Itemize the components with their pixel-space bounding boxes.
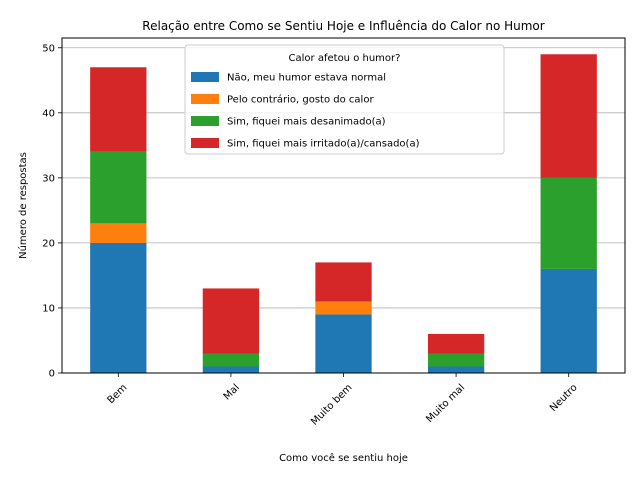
y-tick-label-1: 10 bbox=[42, 303, 55, 314]
y-tick-label-2: 20 bbox=[42, 238, 55, 249]
bar-4-series-2 bbox=[540, 177, 597, 269]
bar-4-series-0 bbox=[540, 268, 597, 373]
y-axis: 0 10 20 30 40 50 bbox=[42, 43, 62, 380]
legend-label-0: Não, meu humor estava normal bbox=[227, 73, 386, 84]
y-tick-label-5: 50 bbox=[42, 43, 55, 54]
bar-3-series-0 bbox=[427, 366, 485, 373]
bar-0-series-2 bbox=[90, 151, 147, 224]
chart-title: Relação entre Como se Sentiu Hoje e Infl… bbox=[142, 19, 544, 33]
y-tick-label-4: 40 bbox=[42, 108, 55, 119]
bar-3-series-2 bbox=[427, 353, 485, 367]
legend-swatch-0 bbox=[191, 72, 219, 82]
bar-3-series-3 bbox=[427, 333, 485, 354]
bar-2-series-1 bbox=[315, 301, 372, 315]
legend-swatch-1 bbox=[191, 94, 219, 104]
bars bbox=[90, 54, 597, 373]
x-axis-label: Como você se sentiu hoje bbox=[279, 452, 408, 464]
legend-label-3: Sim, fiquei mais irritado(a)/cansado(a) bbox=[227, 139, 420, 150]
legend-label-1: Pelo contrário, gosto do calor bbox=[227, 94, 374, 106]
bar-1-series-3 bbox=[202, 288, 260, 354]
legend-swatch-2 bbox=[191, 116, 219, 126]
y-tick-label-0: 0 bbox=[49, 369, 55, 380]
y-tick-label-3: 30 bbox=[42, 173, 55, 184]
bar-1-series-2 bbox=[202, 353, 260, 367]
bar-4-series-3 bbox=[540, 54, 597, 178]
legend-label-2: Sim, fiquei mais desanimado(a) bbox=[227, 117, 386, 128]
legend-box bbox=[184, 44, 505, 155]
legend-title: Calor afetou o humor? bbox=[289, 53, 401, 64]
bar-0-series-0 bbox=[90, 242, 147, 373]
legend: Calor afetou o humor? Não, meu humor est… bbox=[184, 44, 505, 155]
bar-2-series-3 bbox=[315, 262, 372, 302]
legend-swatch-3 bbox=[191, 138, 219, 148]
y-axis-label: Número de respostas bbox=[17, 152, 29, 259]
bar-0-series-3 bbox=[90, 67, 147, 152]
bar-1-series-0 bbox=[202, 366, 260, 373]
bar-0-series-1 bbox=[90, 223, 147, 243]
bar-2-series-0 bbox=[315, 314, 372, 373]
